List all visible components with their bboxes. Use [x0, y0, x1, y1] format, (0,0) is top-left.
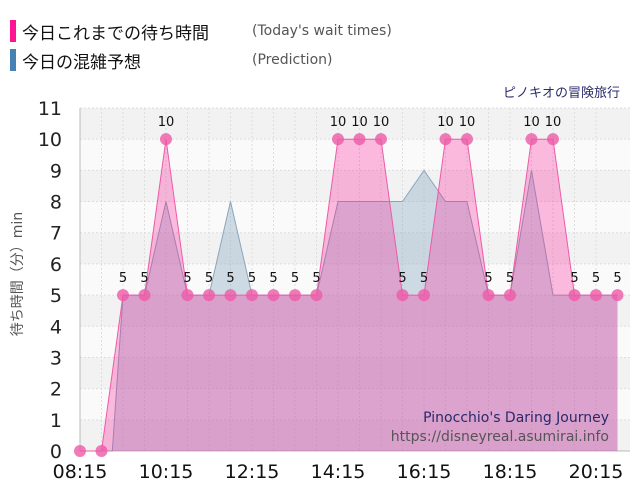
today-line — [80, 138, 618, 452]
today-data-label: 5 — [613, 271, 621, 286]
today-area — [80, 139, 618, 451]
y-tick-label: 1 — [50, 410, 62, 432]
today-point — [482, 289, 495, 302]
legend-today-label: 今日これまでの待ち時間 — [22, 23, 209, 44]
legend-prediction-label: 今日の混雑予想 — [22, 52, 141, 73]
today-data-label: 5 — [183, 271, 191, 286]
plot-band — [80, 263, 630, 296]
today-point — [611, 289, 624, 302]
today-point — [246, 289, 258, 302]
prediction-area — [80, 170, 618, 451]
today-point — [160, 133, 172, 146]
today-point — [74, 445, 86, 457]
today-data-label: 10 — [373, 115, 390, 130]
today-data-label: 10 — [351, 115, 368, 130]
plot-band — [80, 388, 630, 420]
legend-prediction-sub: (Prediction) — [252, 52, 333, 68]
legend-today-sub: (Today's wait times) — [252, 23, 392, 39]
legend-prediction-swatch — [10, 49, 16, 71]
today-point — [267, 289, 280, 302]
today-point — [224, 289, 237, 302]
today-point — [547, 133, 559, 146]
attraction-name-en: Pinocchio's Daring Journey — [423, 410, 609, 426]
today-point — [117, 289, 129, 302]
today-data-label: 5 — [248, 271, 256, 286]
legend-prediction: 今日の混雑予想 (Prediction) — [10, 49, 333, 73]
site-url: https://disneyreal.asumirai.info — [391, 429, 609, 445]
today-data-label: 5 — [570, 271, 578, 286]
y-tick-label: 7 — [50, 223, 62, 245]
today-data-label: 10 — [437, 115, 454, 130]
x-tick-label: 18:15 — [483, 461, 538, 483]
y-axis-label: 待ち時間（分）min — [10, 212, 26, 336]
x-tick-label: 10:15 — [139, 461, 194, 483]
y-tick-label: 4 — [50, 316, 62, 338]
y-tick-label: 5 — [50, 285, 62, 307]
today-point — [310, 289, 323, 302]
y-tick-label: 8 — [50, 192, 62, 214]
plot-band — [80, 357, 630, 389]
today-point — [504, 289, 516, 302]
today-point — [181, 289, 194, 302]
today-data-label: 5 — [420, 271, 428, 286]
today-data-label: 10 — [158, 115, 175, 130]
today-data-label: 5 — [312, 271, 320, 286]
today-point — [289, 289, 301, 302]
legend-today-swatch — [10, 20, 16, 42]
x-tick-label: 20:15 — [569, 461, 624, 483]
today-point — [396, 289, 409, 302]
today-point — [461, 133, 473, 146]
y-tick-label: 2 — [50, 379, 62, 401]
today-data-label: 10 — [330, 115, 347, 130]
legend-today: 今日これまでの待ち時間 (Today's wait times) — [10, 20, 392, 44]
y-tick-label: 9 — [50, 160, 62, 182]
y-tick-label: 6 — [50, 254, 62, 276]
x-tick-label: 12:15 — [225, 461, 280, 483]
today-data-label: 5 — [226, 271, 234, 286]
y-tick-label: 11 — [38, 98, 62, 120]
prediction-line — [80, 169, 618, 452]
today-data-label: 10 — [523, 115, 540, 130]
today-data-label: 5 — [291, 271, 299, 286]
today-point — [418, 289, 430, 302]
x-tick-label: 16:15 — [397, 461, 452, 483]
today-data-label: 5 — [506, 271, 514, 286]
today-data-label: 5 — [205, 271, 213, 286]
today-point — [138, 289, 151, 302]
y-tick-label: 0 — [50, 441, 62, 463]
plot-band — [80, 326, 630, 358]
today-point — [203, 289, 215, 302]
today-data-label: 5 — [592, 271, 600, 286]
today-data-label: 5 — [119, 271, 127, 286]
today-point — [332, 133, 344, 146]
today-point — [590, 289, 602, 302]
today-point — [375, 133, 387, 146]
today-point — [568, 289, 581, 302]
plot-band — [80, 232, 630, 264]
today-data-label: 5 — [140, 271, 148, 286]
plot-band — [80, 108, 630, 140]
plot-band — [80, 139, 630, 171]
today-point — [353, 133, 366, 146]
x-tick-label: 14:15 — [311, 461, 366, 483]
today-data-label: 5 — [484, 271, 492, 286]
today-point — [439, 133, 452, 146]
today-point — [95, 445, 108, 457]
attraction-name-ja: ピノキオの冒険旅行 — [503, 86, 620, 101]
plot-band — [80, 295, 630, 327]
today-data-label: 5 — [398, 271, 406, 286]
today-data-label: 5 — [269, 271, 277, 286]
today-point — [525, 133, 538, 146]
plot-band — [80, 419, 630, 451]
x-tick-label: 08:15 — [53, 461, 108, 483]
plot-band — [80, 170, 630, 202]
y-tick-label: 10 — [38, 129, 62, 151]
y-tick-label: 3 — [50, 347, 62, 369]
today-data-label: 10 — [545, 115, 562, 130]
today-data-label: 10 — [459, 115, 476, 130]
